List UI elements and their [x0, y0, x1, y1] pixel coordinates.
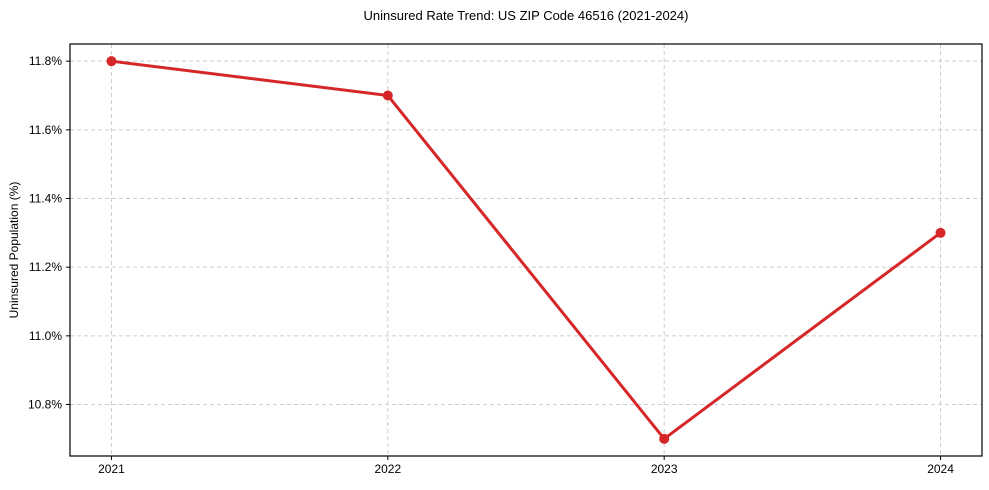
x-tick-label: 2023 — [651, 462, 678, 476]
data-point — [935, 227, 946, 238]
y-tick-label: 11.4% — [29, 192, 62, 206]
data-point — [382, 90, 393, 101]
plot-frame — [69, 43, 983, 457]
data-point — [659, 433, 670, 444]
y-tick-label: 11.0% — [29, 329, 62, 343]
y-tick-label: 10.8% — [28, 398, 62, 412]
y-tick-label: 11.8% — [29, 54, 62, 68]
chart-title: Uninsured Rate Trend: US ZIP Code 46516 … — [363, 8, 689, 23]
y-axis-label: Uninsured Population (%) — [7, 181, 21, 319]
data-point — [106, 56, 117, 67]
y-tick-label: 11.2% — [29, 260, 62, 274]
trend-line — [109, 59, 943, 441]
x-tick-label: 2022 — [374, 462, 401, 476]
x-tick-label: 2024 — [927, 462, 954, 476]
y-tick-label: 11.6% — [29, 123, 62, 137]
x-tick-label: 2021 — [98, 462, 125, 476]
